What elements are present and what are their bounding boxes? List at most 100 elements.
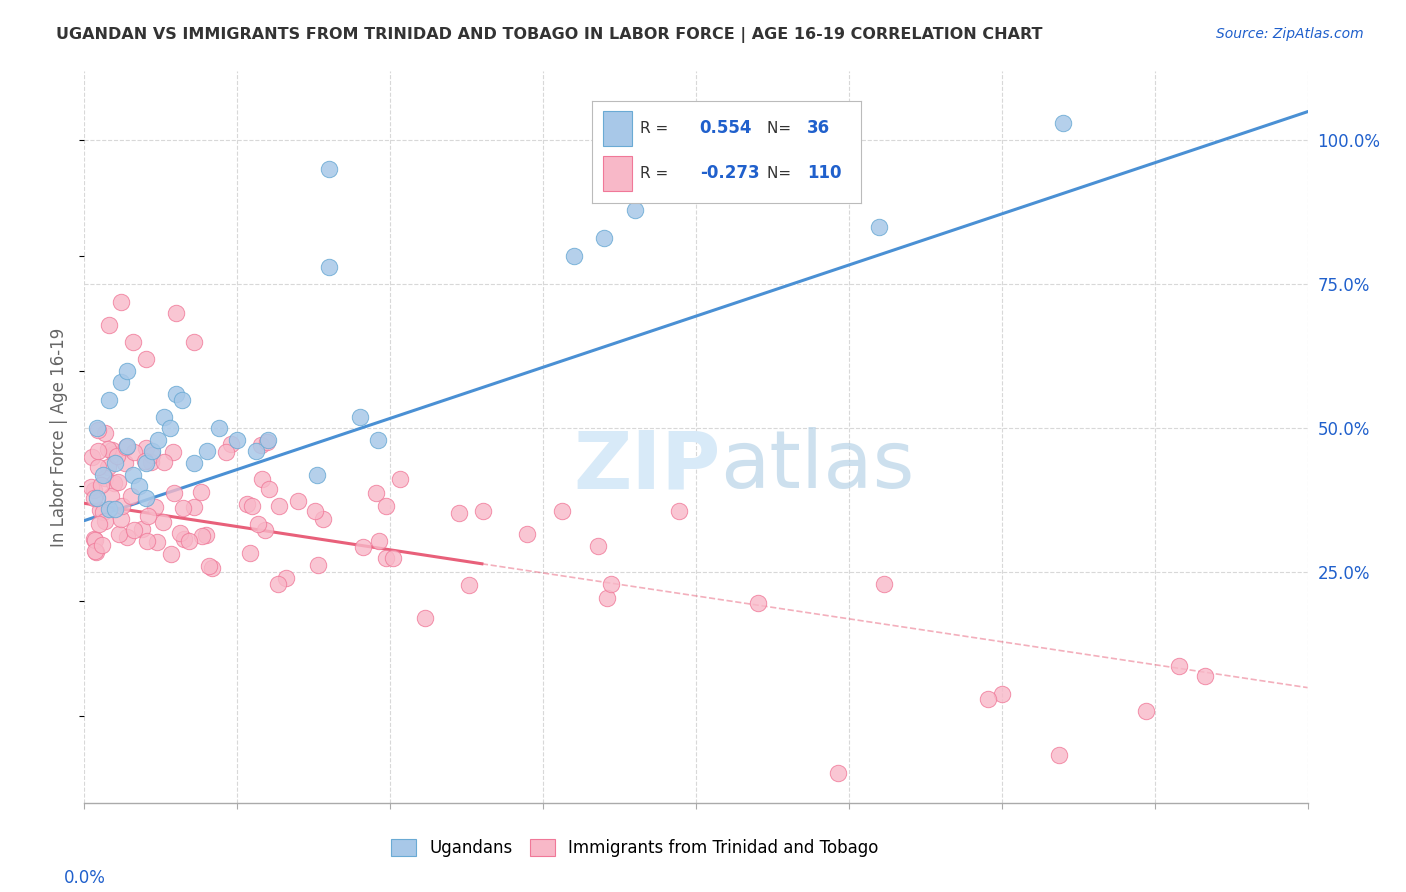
Point: [146, 535, 169, 549]
Point: [190, 484, 212, 499]
Point: [86, 423, 108, 437]
Point: [240, 499, 263, 513]
Point: [159, 421, 181, 435]
Point: [287, 493, 309, 508]
Point: [110, 511, 132, 525]
Point: [115, 364, 138, 378]
Point: [249, 438, 271, 452]
Point: [97, 392, 120, 407]
Point: [208, 421, 231, 435]
Point: [827, 766, 849, 780]
Point: [352, 540, 374, 554]
Point: [252, 472, 274, 486]
Point: [115, 440, 138, 454]
Point: [86, 491, 108, 505]
Point: [172, 392, 194, 407]
Point: [624, 202, 647, 217]
Point: [105, 449, 128, 463]
Point: [447, 506, 470, 520]
Text: ZIP: ZIP: [574, 427, 720, 506]
Point: [107, 475, 129, 490]
Point: [274, 571, 297, 585]
Point: [100, 489, 122, 503]
Point: [141, 444, 163, 458]
Point: [83, 491, 105, 506]
Point: [374, 550, 396, 565]
Point: [104, 502, 127, 516]
Point: [122, 334, 145, 349]
Point: [254, 523, 277, 537]
Legend: Ugandans, Immigrants from Trinidad and Tobago: Ugandans, Immigrants from Trinidad and T…: [385, 832, 884, 864]
Point: [94, 470, 117, 484]
Point: [269, 499, 291, 513]
Point: [562, 249, 585, 263]
Text: 0.0%: 0.0%: [63, 869, 105, 887]
Point: [239, 546, 262, 560]
Point: [318, 260, 340, 275]
Point: [80, 480, 103, 494]
Point: [194, 527, 217, 541]
Point: [413, 610, 436, 624]
Point: [195, 444, 218, 458]
Point: [457, 578, 479, 592]
Point: [84, 543, 107, 558]
Point: [135, 441, 157, 455]
Point: [86, 443, 108, 458]
Point: [1135, 704, 1157, 718]
Point: [318, 162, 340, 177]
Point: [145, 500, 167, 514]
Point: [165, 306, 187, 320]
Point: [368, 533, 391, 548]
Point: [990, 687, 1012, 701]
Point: [169, 525, 191, 540]
Point: [97, 318, 120, 332]
Point: [115, 439, 138, 453]
Point: [122, 467, 145, 482]
Text: Source: ZipAtlas.com: Source: ZipAtlas.com: [1216, 27, 1364, 41]
Point: [141, 455, 163, 469]
Point: [183, 456, 205, 470]
Point: [1047, 748, 1070, 763]
Point: [374, 499, 396, 513]
Point: [135, 456, 157, 470]
Point: [135, 491, 157, 505]
Point: [191, 528, 214, 542]
Point: [1194, 669, 1216, 683]
Point: [183, 500, 205, 514]
Point: [114, 456, 136, 470]
Point: [364, 486, 387, 500]
Point: [976, 692, 998, 706]
Point: [257, 482, 280, 496]
Point: [91, 505, 114, 519]
Point: [550, 504, 572, 518]
Point: [307, 558, 329, 572]
Point: [100, 442, 122, 457]
Point: [349, 409, 371, 424]
Point: [304, 504, 326, 518]
Point: [311, 512, 333, 526]
Point: [305, 467, 328, 482]
Point: [472, 504, 495, 518]
Point: [172, 500, 194, 515]
Y-axis label: In Labor Force | Age 16-19: In Labor Force | Age 16-19: [51, 327, 69, 547]
Point: [83, 532, 105, 546]
Point: [245, 444, 267, 458]
Point: [97, 502, 120, 516]
Point: [108, 526, 131, 541]
Point: [134, 454, 156, 468]
Point: [122, 445, 145, 459]
Point: [257, 433, 280, 447]
Point: [215, 445, 238, 459]
Text: atlas: atlas: [720, 427, 915, 506]
Point: [153, 409, 176, 424]
Point: [219, 436, 242, 450]
Point: [87, 460, 110, 475]
Point: [600, 576, 623, 591]
Point: [84, 544, 107, 558]
Point: [111, 499, 134, 513]
Point: [138, 509, 160, 524]
Point: [873, 577, 896, 591]
Point: [588, 539, 610, 553]
Point: [94, 425, 117, 440]
Point: [86, 421, 108, 435]
